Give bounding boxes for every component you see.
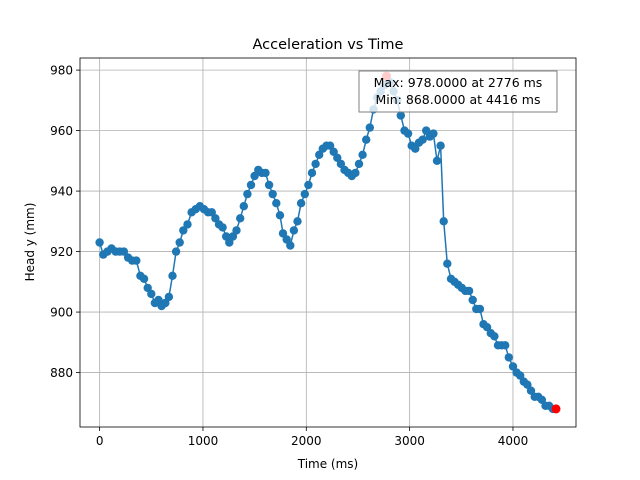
- data-point: [490, 332, 499, 341]
- x-tick-label: 1000: [188, 434, 219, 448]
- data-point: [243, 189, 252, 199]
- data-point: [286, 241, 295, 250]
- data-point: [236, 214, 245, 223]
- x-axis-label: Time (ms): [297, 457, 359, 471]
- plot-frame: [79, 57, 577, 428]
- data-point: [261, 168, 270, 178]
- data-point: [232, 226, 241, 235]
- data-point: [179, 226, 188, 235]
- data-point: [275, 211, 285, 220]
- annotation-max-text: Max: 978.0000 at 2776 ms: [374, 75, 543, 90]
- data-point: [246, 180, 256, 190]
- data-point: [464, 286, 474, 296]
- data-point: [300, 189, 309, 199]
- y-tick-label: 940: [50, 185, 73, 199]
- data-point: [239, 202, 248, 211]
- data-point: [278, 229, 288, 238]
- data-point: [468, 295, 477, 305]
- annotation-box: Max: 978.0000 at 2776 ms Min: 868.0000 a…: [358, 70, 558, 113]
- data-point: [171, 247, 181, 256]
- data-point: [264, 180, 274, 190]
- data-point: [354, 159, 364, 169]
- data-point: [161, 298, 170, 308]
- data-point: [268, 189, 277, 199]
- y-tick-label: 880: [50, 366, 73, 380]
- data-point: [293, 217, 302, 226]
- data-point: [482, 323, 492, 332]
- data-point: [396, 111, 405, 120]
- data-point: [296, 199, 306, 208]
- data-point: [132, 256, 141, 265]
- data-point: [443, 259, 452, 268]
- data-point: [289, 226, 299, 235]
- data-point: [304, 180, 313, 190]
- x-tick-label: 2000: [291, 434, 322, 448]
- data-point: [325, 141, 335, 150]
- data-point: [432, 156, 442, 165]
- data-point: [175, 238, 184, 247]
- data-point: [358, 150, 367, 159]
- data-point: [139, 274, 149, 283]
- data-point: [333, 153, 342, 162]
- data-point: [429, 129, 438, 138]
- y-axis-ticks: 880 900 920 940 960 980: [50, 64, 80, 380]
- data-point: [168, 271, 177, 280]
- data-point: [508, 362, 518, 371]
- data-point: [272, 199, 281, 208]
- data-point: [362, 135, 371, 144]
- data-point: [147, 289, 156, 299]
- y-tick-label: 920: [50, 245, 73, 259]
- data-point: [504, 353, 513, 362]
- y-tick-label: 980: [50, 64, 73, 78]
- x-axis-ticks: 0 1000 2000 3000 4000: [96, 427, 528, 448]
- chart-title: Acceleration vs Time: [253, 37, 404, 53]
- data-point: [311, 159, 320, 169]
- data-point: [436, 141, 445, 150]
- data-point: [475, 304, 485, 314]
- data-point: [119, 247, 129, 256]
- data-point: [501, 341, 510, 350]
- min-point: [551, 404, 561, 414]
- grid-lines: [80, 58, 576, 427]
- data-point: [183, 220, 192, 229]
- y-axis-label: Head y (mm): [23, 203, 37, 282]
- data-point: [439, 217, 448, 226]
- data-point: [164, 292, 174, 302]
- data-point: [351, 168, 360, 178]
- data-point: [365, 123, 374, 132]
- x-tick-label: 3000: [394, 434, 425, 448]
- y-tick-label: 960: [50, 124, 73, 138]
- data-point: [315, 150, 324, 159]
- y-tick-label: 900: [50, 306, 73, 320]
- data-point: [218, 223, 227, 232]
- x-tick-label: 4000: [498, 434, 529, 448]
- data-point: [228, 232, 238, 241]
- data-point: [95, 238, 104, 247]
- annotation-background: [358, 70, 558, 113]
- data-point: [526, 386, 536, 395]
- annotation-min-text: Min: 868.0000 at 4416 ms: [376, 92, 541, 107]
- data-point: [418, 135, 427, 144]
- data-point: [250, 171, 259, 181]
- data-point: [211, 214, 220, 223]
- data-point: [403, 129, 413, 138]
- x-tick-label: 0: [96, 434, 104, 448]
- data-point: [307, 168, 317, 178]
